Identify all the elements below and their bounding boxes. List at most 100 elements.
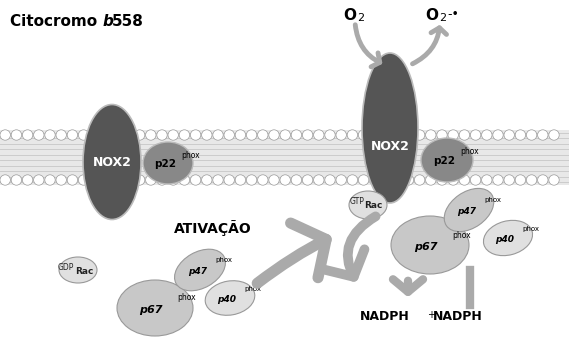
Text: p40: p40 — [217, 295, 237, 304]
Circle shape — [213, 175, 223, 185]
Text: phox: phox — [522, 226, 539, 232]
Circle shape — [67, 175, 77, 185]
Circle shape — [146, 130, 156, 140]
Text: phox: phox — [244, 286, 261, 292]
Circle shape — [403, 175, 414, 185]
Ellipse shape — [117, 280, 193, 336]
Text: O: O — [343, 8, 356, 23]
Text: 558: 558 — [112, 14, 144, 29]
Circle shape — [325, 130, 335, 140]
Text: phox: phox — [484, 197, 501, 203]
Circle shape — [471, 175, 481, 185]
Circle shape — [336, 175, 347, 185]
Text: phox: phox — [452, 230, 471, 240]
Circle shape — [314, 175, 324, 185]
Circle shape — [515, 130, 526, 140]
Circle shape — [201, 175, 212, 185]
Circle shape — [280, 175, 290, 185]
Ellipse shape — [421, 138, 473, 182]
Circle shape — [280, 130, 290, 140]
Circle shape — [459, 175, 469, 185]
Circle shape — [22, 130, 33, 140]
Circle shape — [168, 130, 179, 140]
Circle shape — [101, 130, 111, 140]
Circle shape — [56, 175, 67, 185]
Text: phox: phox — [181, 151, 200, 159]
Circle shape — [437, 130, 447, 140]
Text: ATIVAÇÃO: ATIVAÇÃO — [174, 220, 252, 236]
Circle shape — [526, 175, 537, 185]
Circle shape — [191, 175, 201, 185]
Ellipse shape — [83, 105, 141, 220]
Circle shape — [224, 130, 234, 140]
Circle shape — [392, 175, 402, 185]
Text: O: O — [425, 8, 438, 23]
Circle shape — [448, 175, 459, 185]
Circle shape — [56, 130, 67, 140]
Circle shape — [302, 175, 313, 185]
Ellipse shape — [175, 249, 225, 291]
Circle shape — [481, 175, 492, 185]
Circle shape — [112, 130, 122, 140]
Circle shape — [123, 175, 134, 185]
Text: NADPH: NADPH — [433, 310, 483, 323]
Circle shape — [493, 130, 503, 140]
Circle shape — [258, 130, 268, 140]
Circle shape — [224, 175, 234, 185]
Circle shape — [437, 175, 447, 185]
Text: phox: phox — [177, 293, 196, 303]
Text: NADPH: NADPH — [360, 310, 410, 323]
Circle shape — [358, 175, 369, 185]
Ellipse shape — [484, 220, 533, 256]
Circle shape — [89, 130, 100, 140]
Text: Citocromo: Citocromo — [10, 14, 102, 29]
Circle shape — [101, 175, 111, 185]
Circle shape — [112, 175, 122, 185]
Text: 2: 2 — [357, 13, 364, 23]
Circle shape — [269, 130, 279, 140]
Circle shape — [79, 130, 89, 140]
Text: Rac: Rac — [75, 267, 93, 276]
Circle shape — [414, 175, 425, 185]
Text: p67: p67 — [414, 242, 438, 252]
Circle shape — [0, 175, 10, 185]
Circle shape — [291, 130, 302, 140]
Circle shape — [549, 130, 559, 140]
Circle shape — [325, 175, 335, 185]
Circle shape — [246, 130, 257, 140]
Circle shape — [235, 175, 246, 185]
Circle shape — [414, 130, 425, 140]
Text: p22: p22 — [433, 156, 455, 166]
Circle shape — [89, 175, 100, 185]
Circle shape — [0, 130, 10, 140]
Text: p47: p47 — [188, 267, 208, 277]
Circle shape — [358, 130, 369, 140]
Circle shape — [213, 130, 223, 140]
Circle shape — [201, 130, 212, 140]
Ellipse shape — [59, 257, 97, 283]
Circle shape — [179, 175, 189, 185]
Ellipse shape — [391, 216, 469, 274]
Circle shape — [34, 175, 44, 185]
Circle shape — [269, 175, 279, 185]
Text: GDP: GDP — [58, 262, 74, 272]
Circle shape — [493, 175, 503, 185]
Circle shape — [481, 130, 492, 140]
Circle shape — [123, 130, 134, 140]
Circle shape — [291, 175, 302, 185]
Circle shape — [347, 130, 357, 140]
Circle shape — [45, 175, 55, 185]
Ellipse shape — [444, 188, 494, 232]
Circle shape — [168, 175, 179, 185]
Circle shape — [146, 175, 156, 185]
Text: p47: p47 — [457, 208, 476, 216]
Text: 2: 2 — [439, 13, 446, 23]
Circle shape — [370, 175, 380, 185]
Circle shape — [45, 130, 55, 140]
Circle shape — [426, 175, 436, 185]
Circle shape — [381, 130, 391, 140]
Text: p67: p67 — [139, 305, 163, 315]
Circle shape — [549, 175, 559, 185]
Circle shape — [258, 175, 268, 185]
Text: p22: p22 — [154, 159, 176, 169]
